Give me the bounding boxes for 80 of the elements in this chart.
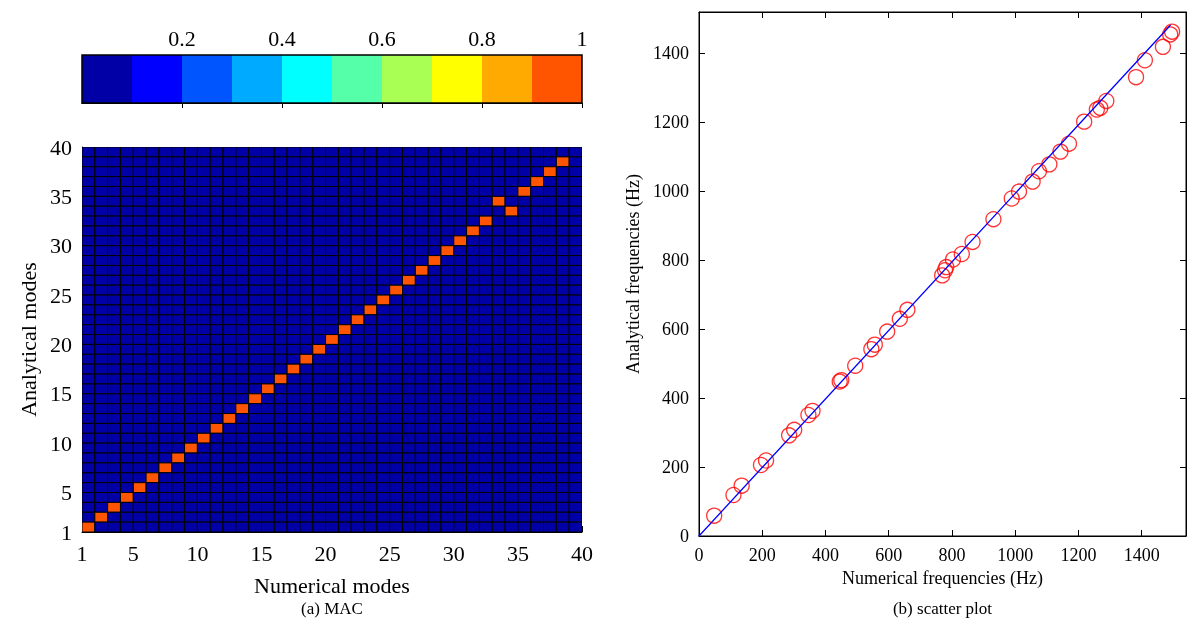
point — [706, 507, 723, 524]
y-axis-title: Analytical frequencies (Hz) — [623, 174, 645, 374]
color-bar-label: 1 — [576, 25, 588, 51]
x-axis-title: Numerical frequencies (Hz) — [842, 567, 1043, 589]
point — [1024, 173, 1041, 190]
x-tick-label: 600 — [875, 545, 903, 565]
x-tick-label: 1000 — [997, 545, 1034, 565]
y-tick-label: 25 — [50, 282, 72, 308]
x-tick-label: 25 — [378, 540, 401, 566]
x-tick-label: 1200 — [1060, 545, 1097, 565]
point — [899, 301, 916, 318]
point — [964, 233, 981, 251]
y-tick-label: 20 — [50, 331, 72, 357]
y-tick-label: 10 — [50, 430, 72, 456]
point — [1076, 113, 1093, 130]
y-tick-label: 800 — [662, 250, 689, 271]
point — [1136, 52, 1154, 69]
point — [879, 323, 896, 340]
x-tick-label: 30 — [442, 540, 465, 566]
color-bar-label: 0.4 — [268, 25, 296, 51]
y-tick-label: 1 — [61, 519, 72, 545]
point — [1060, 135, 1078, 152]
point — [1098, 92, 1115, 110]
point — [757, 452, 775, 469]
point — [953, 245, 970, 263]
x-tick-label: 35 — [506, 540, 529, 566]
point — [786, 421, 803, 438]
point — [1052, 143, 1069, 160]
point — [1154, 38, 1172, 55]
y-tick-label: 400 — [662, 388, 689, 409]
point — [1041, 156, 1058, 173]
point — [985, 211, 1002, 228]
y-tick-label: 600 — [662, 319, 689, 340]
point — [725, 486, 742, 504]
y-tick-label: 200 — [662, 457, 689, 478]
text: (a) MAC — [301, 599, 363, 618]
y-tick-label: 30 — [50, 233, 72, 259]
point — [752, 456, 770, 474]
color-bar-label: 0.6 — [368, 25, 396, 51]
point — [1003, 190, 1020, 207]
point — [804, 402, 821, 420]
point — [936, 262, 954, 279]
point — [1088, 101, 1105, 118]
point — [938, 258, 955, 276]
x-tick-label: 1400 — [1123, 545, 1160, 565]
y-tick-label: 1400 — [653, 43, 689, 64]
y-tick-label: 1000 — [653, 181, 689, 202]
color-bar-label: 0.8 — [468, 25, 496, 51]
x-tick-label: 15 — [250, 540, 273, 566]
point — [863, 341, 880, 358]
point — [1092, 99, 1109, 116]
point — [866, 336, 883, 353]
y-axis-title: Analytical modes — [15, 262, 41, 417]
x-tick-label: 0 — [694, 545, 704, 565]
x-tick-label: 5 — [127, 540, 139, 566]
point — [891, 310, 908, 327]
x-tick-label: 200 — [748, 545, 776, 565]
point — [944, 251, 962, 268]
x-tick-label: 800 — [938, 545, 966, 565]
point — [733, 477, 750, 494]
y-tick-label: 15 — [50, 381, 72, 407]
y-tick-label: 0 — [680, 526, 689, 546]
x-tick-label: 40 — [571, 540, 593, 566]
y-tick-label: 5 — [61, 480, 72, 506]
point — [800, 406, 817, 424]
point — [847, 357, 864, 374]
x-tick-label: 10 — [186, 540, 209, 566]
y-tick-label: 1200 — [653, 112, 689, 133]
y-tick-label: 40 — [50, 134, 72, 160]
point — [934, 267, 951, 284]
y-tick-label: 35 — [50, 183, 72, 209]
text: (b) scatter plot — [892, 599, 993, 618]
x-axis-title: Numerical modes — [254, 572, 410, 598]
point — [780, 427, 798, 444]
point — [1030, 163, 1048, 180]
point — [1010, 183, 1028, 200]
x-tick-label: 400 — [811, 545, 839, 565]
x-tick-label: 20 — [314, 540, 337, 566]
color-bar-label: 0.2 — [168, 25, 196, 51]
point — [1127, 69, 1145, 86]
